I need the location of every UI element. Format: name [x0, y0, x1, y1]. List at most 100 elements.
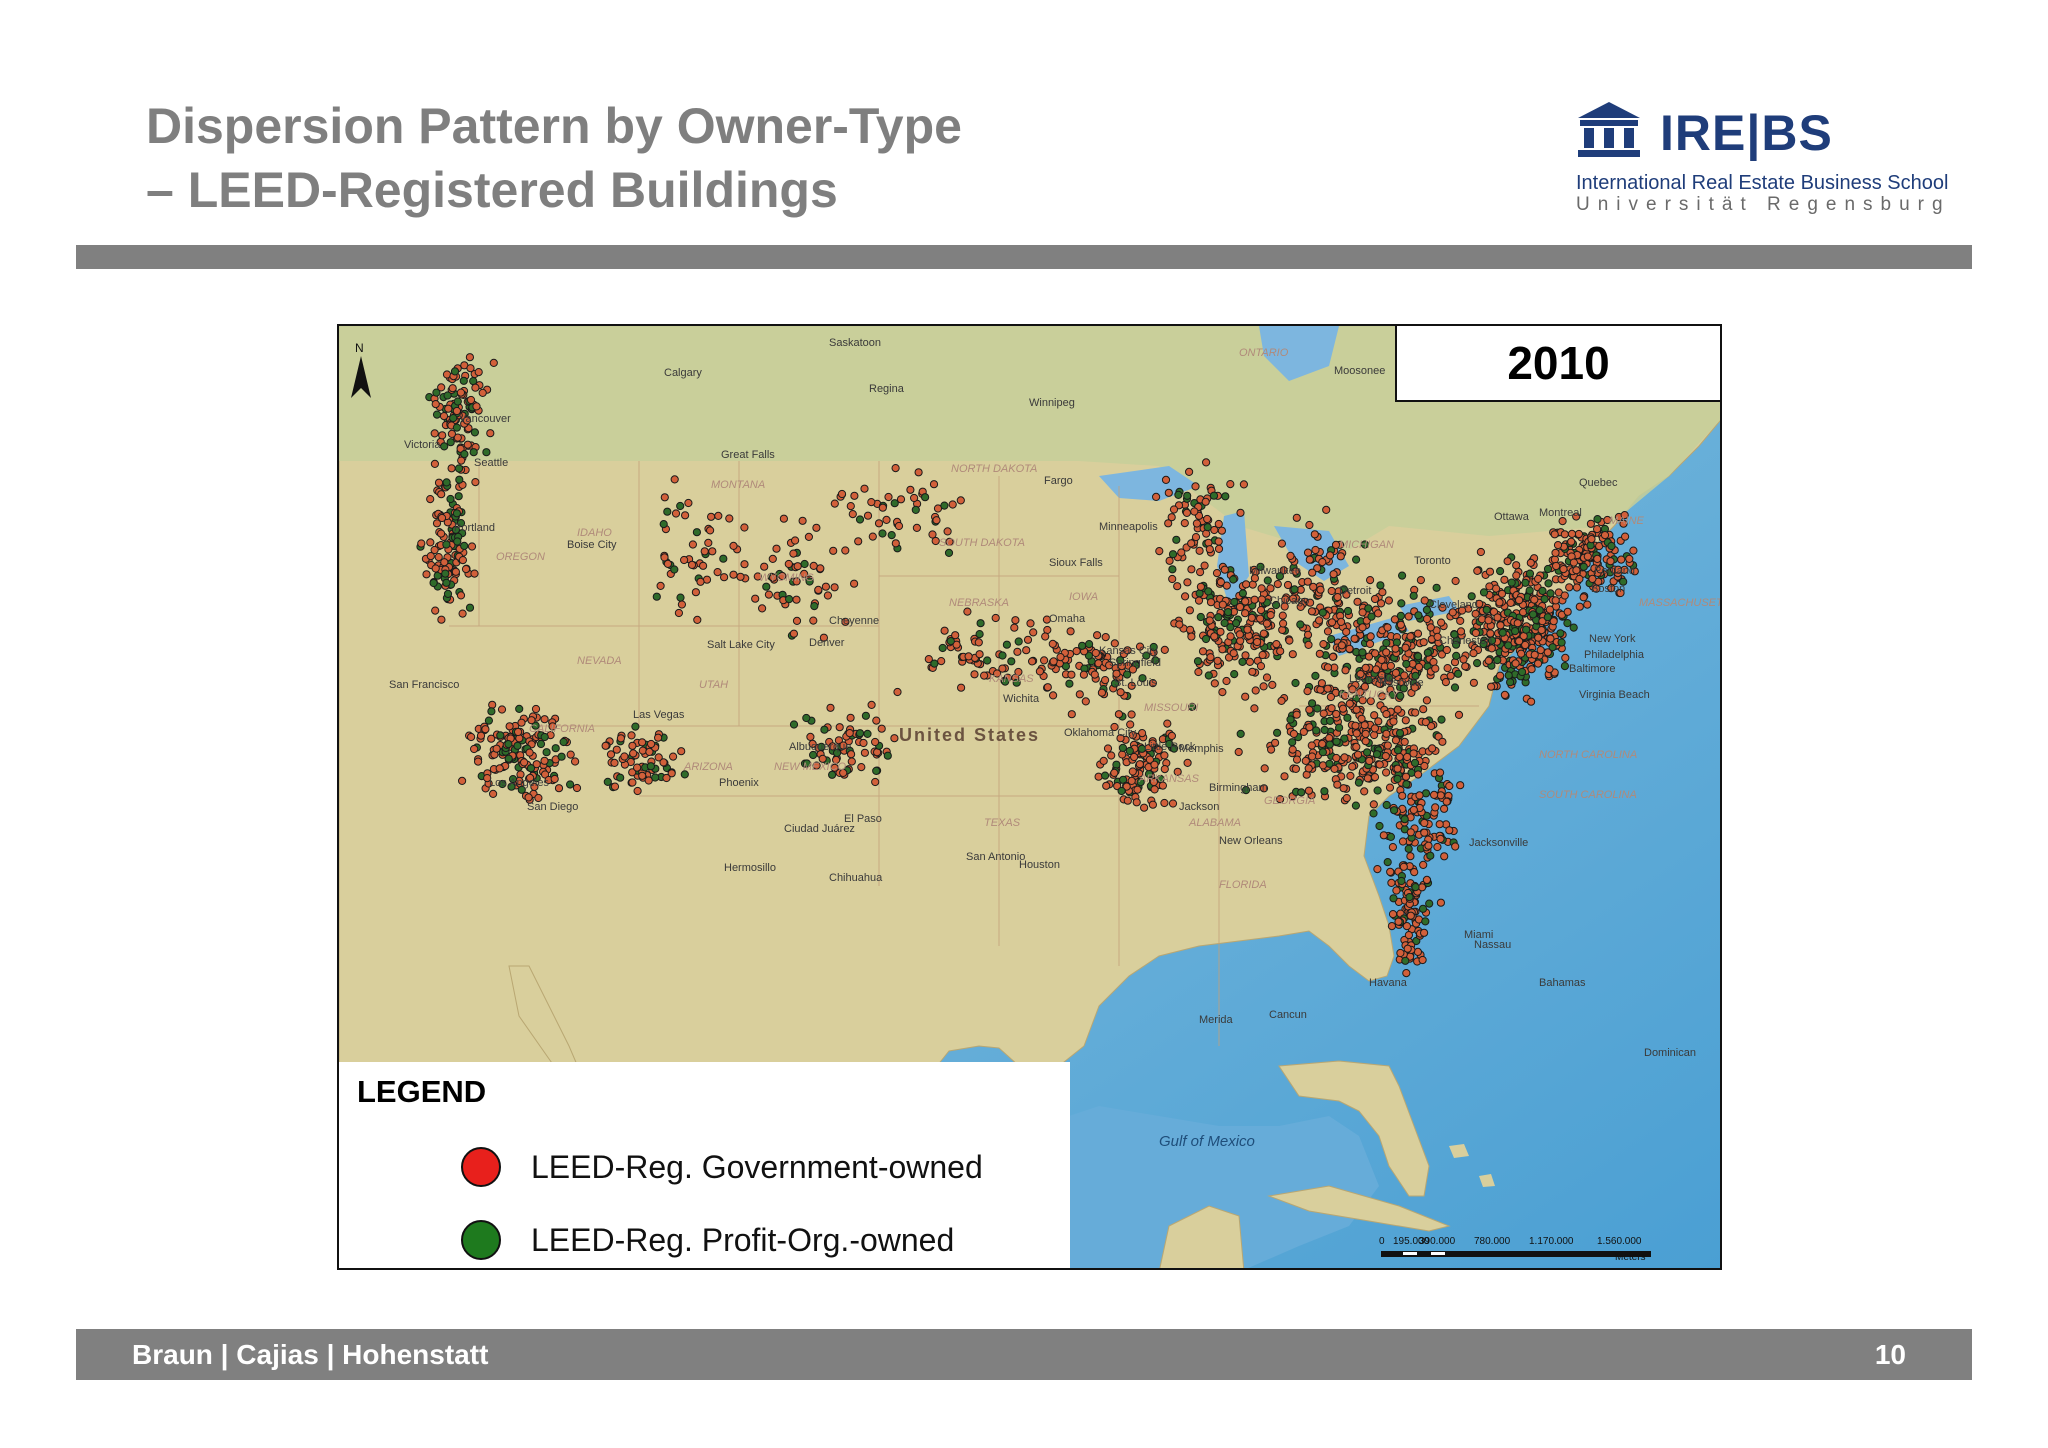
building-marker [806, 732, 815, 741]
building-marker [1400, 671, 1409, 680]
place-label: San Antonio [966, 851, 1025, 863]
building-marker [1303, 548, 1313, 557]
building-marker [1085, 640, 1094, 649]
building-marker [1049, 691, 1058, 700]
place-label: KENTUCKY [1339, 689, 1400, 701]
building-marker [1026, 619, 1035, 628]
building-marker [426, 552, 435, 561]
building-marker [1370, 773, 1380, 782]
building-marker [571, 757, 580, 766]
building-marker [1538, 586, 1547, 595]
building-marker [1256, 562, 1265, 571]
building-marker [1389, 717, 1398, 726]
building-marker [633, 786, 642, 796]
building-marker [458, 556, 468, 565]
building-marker [460, 541, 469, 550]
building-marker [974, 638, 983, 647]
building-marker [1484, 616, 1493, 625]
building-marker [906, 485, 915, 494]
place-label: St. Louis [1114, 677, 1157, 689]
place-label: SOUTH DAKOTA [939, 537, 1025, 549]
building-marker [1346, 771, 1355, 780]
building-marker [476, 731, 486, 740]
building-marker [1078, 641, 1087, 650]
building-marker [1427, 722, 1436, 731]
building-marker [1308, 752, 1317, 761]
building-marker [891, 464, 900, 473]
building-marker [498, 779, 507, 789]
building-marker [830, 763, 839, 772]
building-marker [814, 585, 823, 594]
building-marker [1410, 758, 1420, 767]
building-marker [1247, 613, 1256, 622]
building-marker [1323, 627, 1333, 636]
building-marker [1296, 602, 1305, 611]
building-marker [1393, 764, 1402, 773]
building-marker [693, 615, 702, 624]
building-marker [854, 537, 863, 546]
building-marker [1385, 673, 1394, 682]
building-marker [1014, 637, 1023, 646]
building-marker [481, 725, 490, 734]
building-marker [1132, 798, 1141, 807]
building-marker [1023, 635, 1033, 644]
place-label: Dominican [1644, 1047, 1696, 1059]
building-marker [430, 545, 439, 555]
building-marker [1214, 613, 1223, 622]
building-marker [1311, 545, 1320, 555]
building-marker [1288, 738, 1297, 747]
place-label: Baltimore [1569, 663, 1615, 675]
building-marker [1366, 697, 1375, 706]
building-marker [1371, 649, 1380, 658]
building-marker [1301, 756, 1310, 765]
building-marker [1220, 618, 1229, 628]
building-marker [1187, 565, 1196, 574]
building-marker [1337, 617, 1346, 626]
building-marker [1492, 584, 1501, 593]
building-marker [443, 391, 452, 400]
building-marker [1398, 791, 1407, 800]
building-marker [1550, 555, 1560, 564]
map-legend: LEGEND LEED-Reg. Government-owned LEED-R… [337, 1062, 1070, 1270]
building-marker [670, 475, 679, 484]
building-marker [1382, 729, 1391, 738]
building-marker [820, 725, 829, 734]
building-marker [1420, 596, 1429, 605]
building-marker [1385, 783, 1395, 792]
building-marker [1236, 508, 1245, 517]
building-marker [470, 569, 479, 578]
building-marker [821, 582, 830, 591]
building-marker [1560, 662, 1570, 671]
building-marker [1107, 751, 1116, 760]
building-marker [1101, 633, 1110, 642]
building-marker [736, 572, 745, 581]
building-marker [1383, 741, 1392, 750]
building-marker [1022, 646, 1031, 655]
building-marker [487, 707, 496, 716]
building-marker [1241, 609, 1250, 618]
building-marker [1306, 598, 1315, 607]
building-marker [1471, 609, 1480, 618]
building-marker [1348, 685, 1357, 694]
building-marker [1292, 755, 1302, 764]
building-marker [1396, 620, 1406, 629]
building-marker [1534, 574, 1543, 583]
place-label: Havana [1369, 977, 1408, 989]
building-marker [1337, 641, 1347, 650]
building-marker [1358, 648, 1367, 657]
building-marker [1325, 551, 1335, 560]
building-marker [1241, 786, 1251, 795]
building-marker [1303, 577, 1312, 586]
building-marker [1305, 555, 1314, 564]
building-marker [1075, 690, 1084, 699]
building-marker [867, 498, 876, 507]
building-marker [1277, 696, 1286, 705]
building-marker [1436, 791, 1445, 800]
building-marker [1406, 632, 1415, 641]
building-marker [1451, 576, 1460, 586]
building-marker [1454, 710, 1464, 719]
building-marker [447, 464, 456, 473]
building-marker [1534, 633, 1543, 642]
building-marker [945, 537, 954, 546]
building-marker [1378, 588, 1387, 597]
